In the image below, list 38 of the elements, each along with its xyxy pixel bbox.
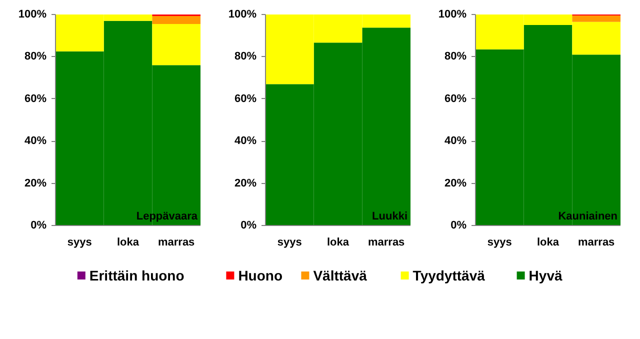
y-tick-label: 20% <box>444 177 467 190</box>
y-tick-label: 20% <box>24 177 47 190</box>
y-tick-label: 40% <box>234 135 257 148</box>
legend-label: Huono <box>238 268 283 284</box>
y-tick-label: 0% <box>450 220 467 232</box>
y-tick-label: 0% <box>30 220 47 232</box>
x-tick-label: syys <box>487 236 512 248</box>
bar <box>152 24 200 66</box>
y-tick-label: 80% <box>444 50 467 63</box>
x-tick-label: marras <box>158 236 195 248</box>
bar <box>572 16 620 22</box>
y-tick-label: 100% <box>438 8 467 20</box>
y-tick-label: 0% <box>240 220 257 232</box>
y-tick-label: 100% <box>228 8 257 20</box>
legend-label: Hyvä <box>528 268 562 284</box>
x-tick-label: loka <box>326 236 350 248</box>
y-tick-label: 60% <box>444 92 467 105</box>
y-tick-label: 40% <box>444 135 467 148</box>
y-tick-label: 60% <box>24 92 47 105</box>
annotation: Luukki <box>372 210 408 222</box>
x-tick-label: syys <box>277 236 302 248</box>
x-tick-label: syys <box>67 236 92 248</box>
legend-label: Erittäin huono <box>89 268 184 284</box>
y-tick-label: 80% <box>234 50 257 63</box>
y-tick-label: 20% <box>234 177 257 190</box>
y-tick-label: 60% <box>234 92 257 105</box>
y-tick-label: 80% <box>24 50 47 63</box>
y-tick-label: 40% <box>24 135 47 148</box>
x-tick-label: marras <box>368 236 405 248</box>
annotation: Leppävaara <box>136 210 198 222</box>
legend-label: Välttävä <box>313 268 368 284</box>
bar <box>152 16 200 24</box>
y-tick-label: 100% <box>18 8 47 20</box>
x-tick-label: loka <box>536 236 560 248</box>
x-tick-label: loka <box>116 236 140 248</box>
legend-label: Tyydyttävä <box>412 268 486 284</box>
annotation: Kauniainen <box>558 210 618 222</box>
x-tick-label: marras <box>578 236 615 248</box>
